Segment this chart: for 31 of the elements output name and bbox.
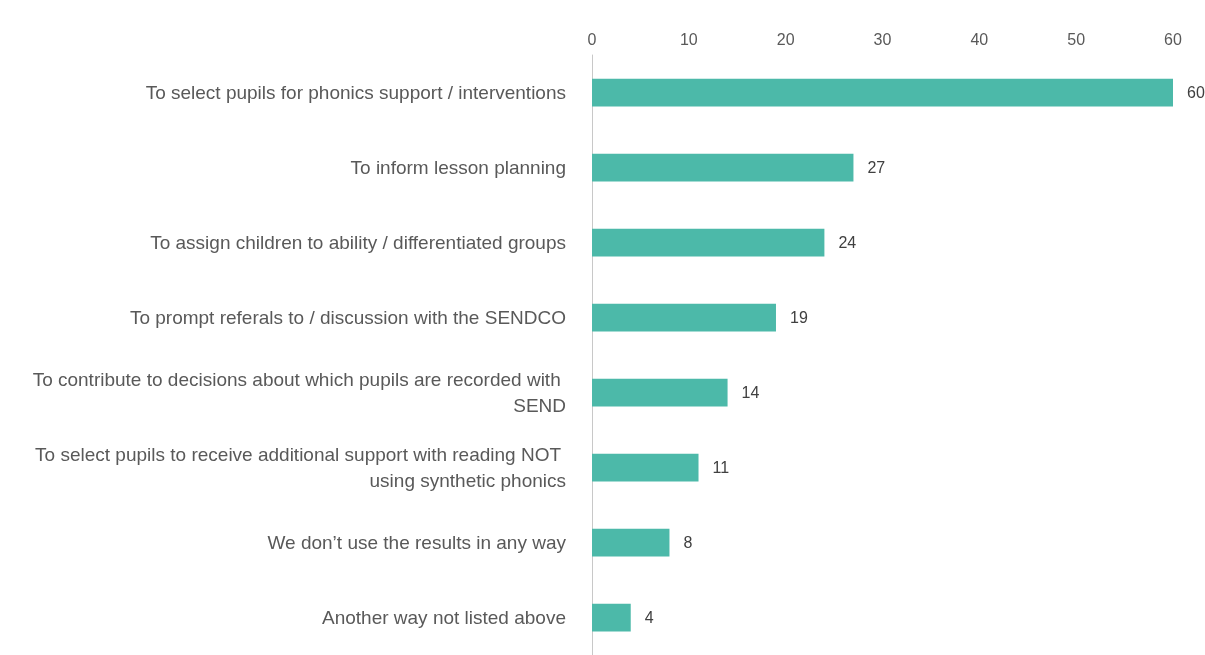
bar xyxy=(592,303,776,332)
x-tick-label: 50 xyxy=(1067,30,1086,48)
y-tick-label: To select pupils for phonics support / interventions xyxy=(145,82,566,103)
bar xyxy=(592,378,728,407)
x-tick-label: 0 xyxy=(587,30,597,48)
data-label: 27 xyxy=(867,159,886,176)
y-tick-label: We don’t use the results in any way xyxy=(267,532,567,553)
bar xyxy=(592,528,670,557)
x-tick-label: 10 xyxy=(679,30,698,48)
data-label: 11 xyxy=(712,459,730,476)
data-label: 60 xyxy=(1187,84,1205,101)
x-tick-label: 30 xyxy=(873,30,892,48)
data-label: 24 xyxy=(838,234,857,251)
y-tick-label: To select pupils to receive additional support with reading NOT using synthetic phonics xyxy=(35,444,566,491)
data-label: 14 xyxy=(741,384,760,401)
bar xyxy=(592,228,825,257)
data-label: 4 xyxy=(644,609,654,626)
x-tick-label: 60 xyxy=(1164,30,1182,48)
bar xyxy=(592,453,699,482)
data-label: 19 xyxy=(789,309,808,326)
data-label: 8 xyxy=(683,534,693,551)
bar xyxy=(592,153,854,182)
bar xyxy=(592,603,631,632)
y-tick-label: To inform lesson planning xyxy=(350,157,566,178)
x-tick-label: 40 xyxy=(970,30,989,48)
y-tick-label: To assign children to ability / differentiated groups xyxy=(150,232,566,253)
y-tick-label: To prompt referals to / discussion with the SENDCO xyxy=(129,307,566,328)
y-tick-label: Another way not listed above xyxy=(322,607,566,628)
x-tick-label: 20 xyxy=(776,30,795,48)
y-tick-label: To contribute to decisions about which pupils are recorded with SEND xyxy=(32,369,566,416)
bar xyxy=(592,78,1173,107)
